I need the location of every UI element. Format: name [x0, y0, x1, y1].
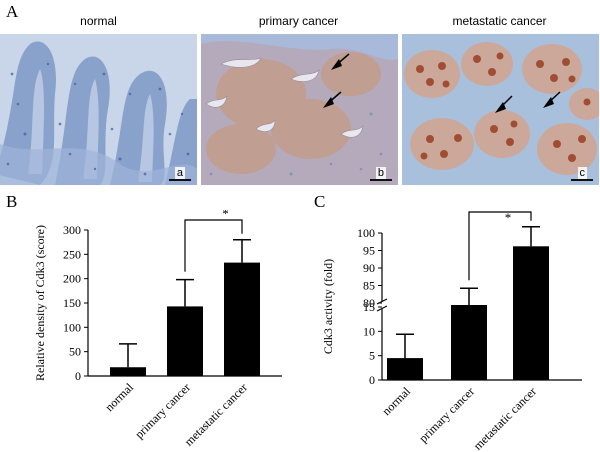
scale-bar: [571, 179, 593, 181]
bar-2: [224, 262, 260, 376]
micrograph-title-primary: primary cancer: [258, 14, 339, 28]
axis-break-mark: [376, 305, 388, 312]
y-tick-label: 150: [63, 296, 81, 310]
y-tick-label: 0: [369, 373, 375, 387]
panel-letter-b: B: [6, 192, 18, 211]
panel-letter-a: A: [6, 2, 19, 21]
y-tick-label: 50: [69, 345, 81, 359]
y-tick-label: 100: [63, 320, 81, 334]
bar-chart-cdk3-density: 0 50 100 150 200 250 300 Relative density of Cd…: [33, 210, 282, 449]
significance-bracket: [468, 211, 532, 281]
micrograph-primary: b: [201, 34, 398, 185]
y-tick-label: 80: [363, 296, 375, 310]
x-tick-label: metastatic cancer: [471, 384, 540, 452]
x-tick-label: normal: [379, 384, 413, 418]
y-tick-label: 5: [369, 349, 375, 363]
y-tick-label: 95: [363, 244, 375, 258]
bar-chart-cdk3-activity: 80 85 90 95 100 0 5 10 15 Cdk3 activity (fold) nor…: [321, 210, 582, 452]
y-tick-label: 15: [363, 300, 375, 314]
micrograph-primary-image: [201, 34, 398, 185]
y-tick-label: 85: [363, 279, 375, 293]
y-tick-label: 250: [63, 247, 81, 261]
significance-label: *: [222, 210, 229, 221]
significance-label: *: [505, 210, 512, 225]
y-tick-label: 0: [75, 369, 81, 383]
micrograph-title-normal: normal: [80, 14, 117, 28]
y-tick-label: 100: [357, 226, 375, 240]
micrograph-normal-image: [0, 34, 197, 185]
micrograph-sublabel-b: b: [375, 167, 386, 179]
bar-0: [110, 367, 146, 376]
y-axis-label: Relative density of Cdk3 (score): [33, 225, 47, 381]
y-tick-label: 10: [363, 324, 375, 338]
x-tick-label: primary cancer: [416, 384, 477, 445]
micrograph-metastatic-image: [402, 34, 599, 185]
micrograph-normal: a: [0, 34, 197, 185]
bar-0: [387, 358, 423, 380]
significance-bracket: [184, 219, 243, 272]
y-tick-label: 300: [63, 223, 81, 237]
micrograph-title-metastatic: metastatic cancer: [452, 14, 547, 28]
bar-1: [167, 306, 203, 376]
micrograph-sublabel-c: c: [577, 167, 587, 179]
panel-letter-c: C: [314, 192, 326, 211]
scale-bar: [370, 179, 392, 181]
scale-bar: [169, 179, 191, 181]
x-tick-label: normal: [102, 380, 136, 414]
micrograph-sublabel-a: a: [174, 167, 185, 179]
bar-2: [513, 246, 549, 380]
y-tick-label: 200: [63, 272, 81, 286]
y-axis-label: Cdk3 activity (fold): [321, 259, 335, 354]
y-tick-label: 90: [363, 261, 375, 275]
x-tick-label: primary cancer: [132, 380, 193, 441]
bar-1: [451, 305, 487, 380]
micrograph-metastatic: c: [402, 34, 599, 185]
